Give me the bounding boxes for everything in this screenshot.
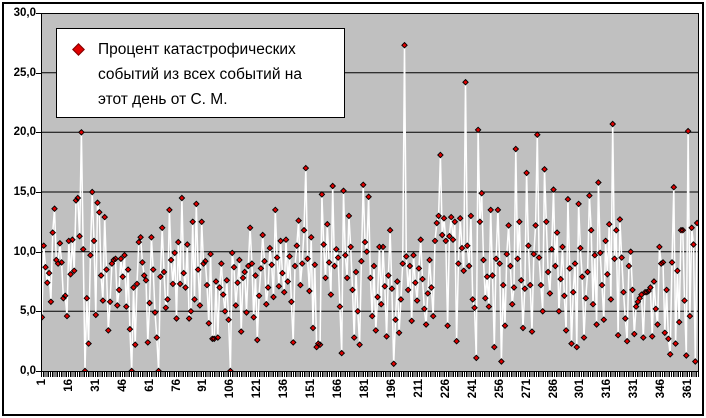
x-tick-label: 316 (601, 379, 614, 399)
y-tick-label: 20,0 (13, 126, 36, 139)
y-tick-mark (36, 251, 41, 253)
x-axis-tick-strip (41, 372, 699, 377)
x-tick-label: 151 (305, 379, 318, 399)
y-tick-label: 10,0 (13, 245, 36, 258)
plot-border (41, 13, 699, 372)
x-tick-label: 16 (62, 379, 75, 392)
y-tick-mark (36, 192, 41, 193)
y-tick-mark (36, 311, 41, 313)
y-tick-mark (36, 132, 41, 134)
x-tick-label: 211 (412, 379, 425, 398)
x-tick-label: 196 (385, 379, 398, 399)
x-tick-label: 136 (278, 379, 291, 399)
x-tick-label: 31 (89, 379, 102, 392)
x-tick-label: 361 (682, 379, 695, 399)
x-tick-label: 271 (520, 379, 533, 399)
x-tick-label: 241 (466, 379, 479, 399)
y-tick-label: 5,0 (20, 305, 36, 318)
legend-series-marker-icon (72, 43, 85, 56)
x-tick-label: 331 (628, 379, 641, 399)
x-tick-label: 226 (439, 379, 452, 399)
x-tick-label: 46 (116, 379, 129, 392)
y-tick-label: 15,0 (13, 186, 36, 198)
legend-label-line2: событий из всех событий на (98, 66, 302, 83)
x-tick-label: 286 (547, 379, 560, 399)
x-tick-label: 346 (655, 379, 668, 399)
x-tick-label: 61 (143, 379, 156, 392)
x-tick-label: 181 (359, 379, 372, 399)
x-tick-label: 106 (224, 379, 237, 399)
x-tick-label: 91 (197, 379, 210, 392)
series-line (41, 45, 698, 372)
y-tick-label: 30,0 (13, 7, 36, 19)
legend-label-line1: Процент катастрофических (98, 41, 296, 58)
x-tick-label: 301 (574, 379, 587, 399)
x-tick-label: 76 (170, 379, 183, 392)
x-tick-label: 166 (332, 379, 345, 399)
y-tick-label: 0,0 (20, 365, 36, 377)
x-tick-label: 1 (35, 379, 48, 386)
legend-label: Процент катастрофических событий из всех… (98, 37, 302, 112)
y-tick-label: 25,0 (13, 66, 36, 79)
y-tick-mark (36, 371, 41, 372)
x-tick-label: 121 (251, 379, 264, 399)
legend: Процент катастрофических событий из всех… (56, 28, 345, 118)
legend-label-line3: этот день от С. М. (98, 91, 228, 108)
x-tick-label: 256 (493, 379, 506, 399)
y-tick-mark (36, 13, 41, 14)
y-tick-mark (36, 72, 41, 74)
